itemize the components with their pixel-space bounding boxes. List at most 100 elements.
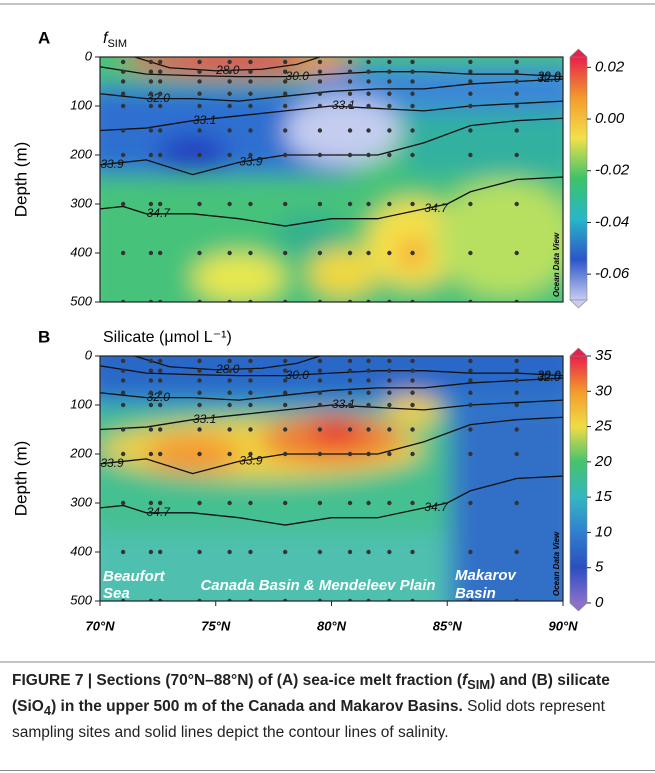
sample-dot	[410, 152, 415, 158]
sample-dot	[197, 378, 202, 383]
sample-dot	[366, 451, 371, 457]
colorbar-tick-label: 20	[594, 453, 612, 470]
sample-dot	[410, 358, 415, 364]
sample-dot	[468, 500, 473, 506]
contour-label: 33.9	[100, 157, 124, 171]
sample-dot	[197, 358, 202, 364]
sample-dot	[317, 59, 323, 65]
sample-dot	[410, 549, 415, 555]
colorbar-end	[569, 602, 588, 612]
sample-dot	[248, 69, 253, 74]
sample-dot	[410, 390, 415, 395]
sample-dot	[347, 91, 353, 96]
sample-dot	[283, 152, 288, 158]
field-patch	[100, 356, 563, 396]
y-axis-label: Depth (m)	[11, 441, 30, 517]
sample-dot	[317, 549, 323, 555]
contour-label: 34.7	[424, 201, 449, 215]
sample-dot	[283, 427, 288, 432]
sample-dot	[227, 152, 232, 158]
caption-bold: FIGURE 7 | Sections (70°N–88°N) of (A) s…	[12, 672, 610, 718]
y-tick-label: 300	[70, 494, 92, 509]
sample-dot	[347, 59, 353, 65]
sample-dot	[120, 201, 126, 207]
y-tick-label: 300	[70, 195, 92, 210]
y-tick-label: 400	[70, 244, 92, 259]
colorbar-tick-label: 0.00	[595, 110, 625, 127]
contour-label: 33.1	[332, 397, 355, 411]
sample-dot	[387, 250, 392, 256]
sample-dot	[366, 128, 371, 133]
sample-dot	[410, 368, 415, 373]
sample-dot	[148, 402, 154, 408]
caption-text: FIGURE 7 | Sections (70°N–88°N) of (A) s…	[12, 672, 462, 689]
sample-dot	[514, 59, 519, 65]
sample-dot	[468, 128, 473, 133]
sample-dot	[148, 91, 154, 96]
sample-dot	[410, 201, 415, 207]
contour-label: 33.9	[239, 155, 263, 169]
sample-dot	[157, 378, 163, 383]
sample-dot	[283, 402, 288, 408]
sample-dot	[248, 427, 253, 432]
field-patch	[308, 414, 364, 445]
sample-dot	[514, 500, 519, 506]
side-text: Ocean Data View	[552, 531, 561, 596]
colorbar-tick-label: -0.06	[595, 265, 630, 282]
colorbar-tick-label: 25	[594, 418, 612, 435]
y-tick-label: 100	[70, 97, 92, 112]
sample-dot	[248, 250, 253, 256]
contour-line	[100, 416, 563, 475]
sample-dot	[120, 103, 126, 109]
sample-dot	[148, 250, 154, 256]
sample-dot	[317, 378, 323, 383]
colorbar-end	[569, 347, 588, 357]
x-tick-label: 90°N	[548, 618, 578, 633]
sample-dot	[120, 59, 126, 65]
sample-dot	[248, 451, 253, 457]
sample-dot	[347, 250, 353, 256]
sample-dot	[387, 368, 392, 373]
sample-dot	[410, 402, 415, 408]
panel-title-sub: SIM	[107, 38, 127, 50]
sample-dot	[347, 549, 353, 555]
sample-dot	[317, 427, 323, 432]
colorbar-tick-label: -0.02	[595, 162, 630, 179]
sample-dot	[148, 152, 154, 158]
region-label: Canada Basin & Mendeleev Plain	[200, 577, 435, 594]
sample-dot	[227, 128, 232, 133]
sample-dot	[197, 103, 202, 109]
sample-dot	[227, 103, 232, 109]
sample-dot	[120, 500, 126, 506]
sample-dot	[468, 427, 473, 432]
sample-dot	[227, 390, 232, 395]
sample-dot	[227, 59, 232, 65]
figure: 28.0 30.0 30.0 32.0 32.0 33.1 33.1 33.9 33.9 34.7…	[0, 3, 655, 663]
sample-dot	[468, 368, 473, 373]
sample-dot	[410, 103, 415, 109]
sample-dot	[514, 402, 519, 408]
sample-dot	[120, 69, 126, 74]
sample-dot	[366, 91, 371, 96]
field-patch	[273, 213, 344, 253]
sample-dot	[148, 378, 154, 383]
sample-dot	[157, 79, 163, 84]
sample-dot	[197, 549, 202, 555]
contour-line	[100, 377, 563, 401]
sample-dot	[387, 500, 392, 506]
sample-dot	[120, 79, 126, 84]
field-patch	[157, 135, 228, 175]
sample-dot	[366, 549, 371, 555]
contour-label: 32.0	[537, 71, 561, 85]
sample-dot	[248, 390, 253, 395]
caption: FIGURE 7 | Sections (70°N–88°N) of (A) s…	[12, 670, 642, 744]
colorbar-tick-label: 0.02	[595, 58, 625, 75]
sample-dot	[227, 69, 232, 74]
sample-dot	[410, 500, 415, 506]
sample-dot	[366, 500, 371, 506]
sample-dot	[317, 79, 323, 84]
sample-dot	[366, 358, 371, 364]
sample-dot	[347, 390, 353, 395]
sample-dot	[227, 451, 232, 457]
sample-dot	[347, 402, 353, 408]
